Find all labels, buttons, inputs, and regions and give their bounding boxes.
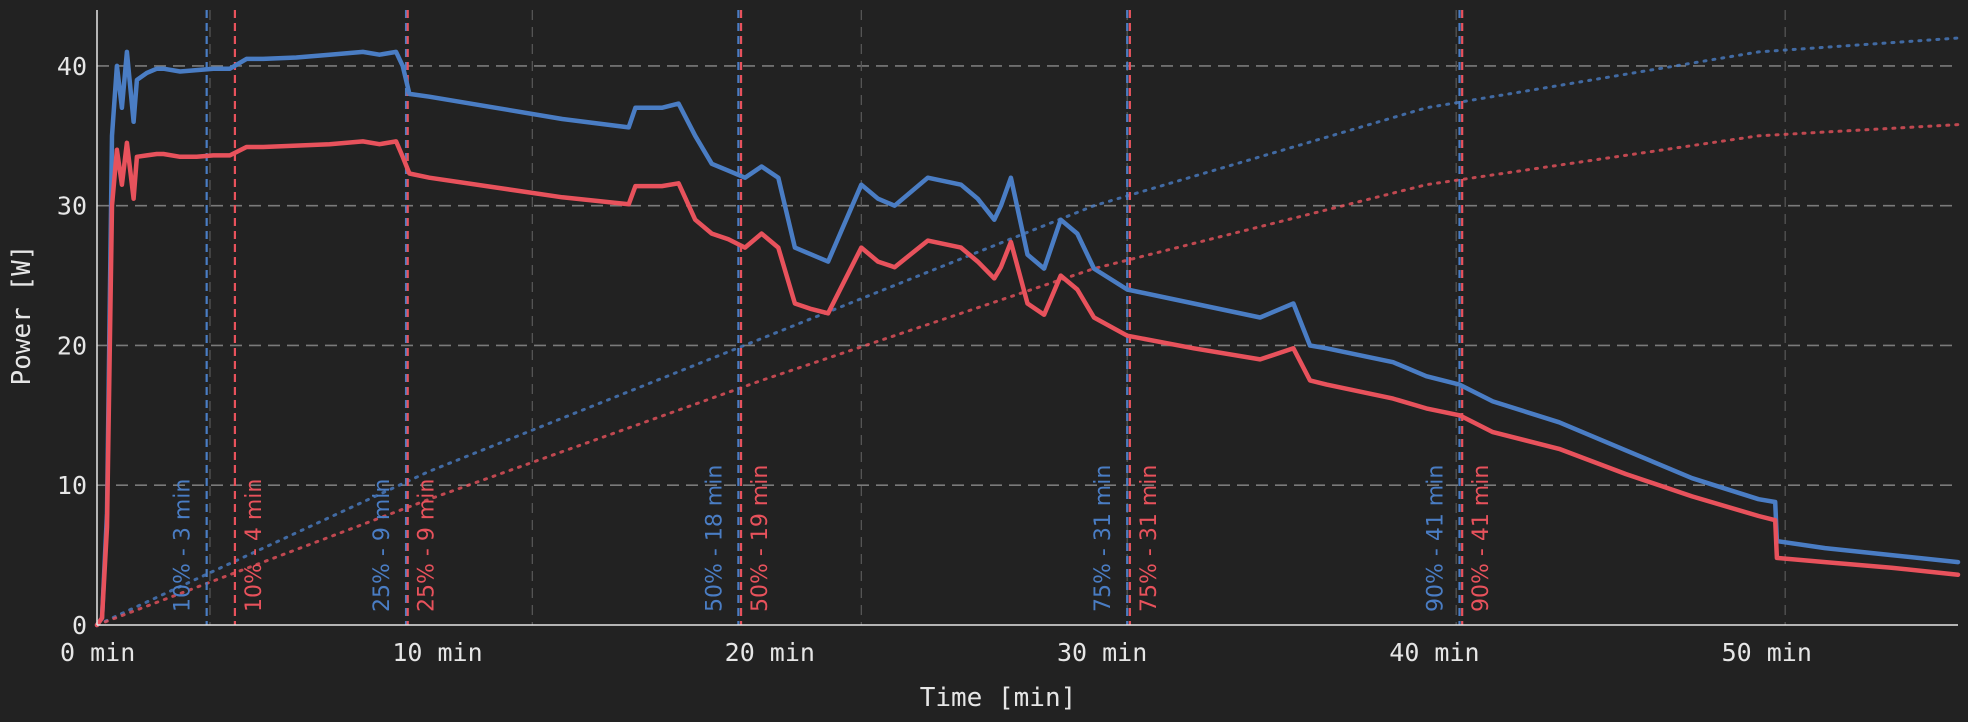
x-axis-label: Time [min] bbox=[920, 683, 1077, 713]
x-tick-label: 30 min bbox=[1057, 638, 1147, 667]
axes-layer bbox=[96, 10, 1958, 626]
dotted-series-layer bbox=[95, 36, 1960, 627]
threshold-marker-label: 50% - 18 min bbox=[702, 465, 727, 612]
threshold-marker-label: 90% - 41 min bbox=[1424, 465, 1449, 612]
y-tick-label: 30 bbox=[57, 192, 87, 221]
tick-labels-layer: 0 10 20 30 40 0 min 10 min 20 min 30 min 40 min 50… bbox=[57, 52, 1812, 667]
x-tick-label: 50 min bbox=[1722, 638, 1812, 667]
threshold-marker-label: 25% - 9 min bbox=[370, 479, 395, 612]
threshold-marker-label: 75% - 31 min bbox=[1091, 465, 1116, 612]
threshold-marker-label: 75% - 31 min bbox=[1137, 465, 1162, 612]
y-tick-label: 10 bbox=[57, 471, 87, 500]
y-axis-label: Power [W] bbox=[7, 245, 37, 386]
y-tick-label: 40 bbox=[57, 52, 87, 81]
x-tick-label: 0 min bbox=[60, 638, 135, 667]
threshold-marker-label: 10% - 3 min bbox=[171, 479, 196, 612]
power-series-line bbox=[94, 49, 1961, 628]
y-tick-label: 0 bbox=[72, 611, 87, 640]
series-layer bbox=[94, 49, 1961, 628]
power-series-line bbox=[94, 139, 1961, 628]
threshold-marker-label: 50% - 19 min bbox=[748, 465, 773, 612]
dotted-series-line bbox=[95, 123, 1960, 627]
x-tick-label: 40 min bbox=[1389, 638, 1479, 667]
threshold-marker-label: 10% - 4 min bbox=[242, 479, 267, 612]
dotted-series-line bbox=[95, 36, 1960, 627]
y-tick-label: 20 bbox=[57, 331, 87, 360]
threshold-marker-label: 90% - 41 min bbox=[1469, 465, 1494, 612]
x-tick-label: 20 min bbox=[725, 638, 815, 667]
threshold-marker-label: 25% - 9 min bbox=[415, 479, 440, 612]
marker-layer: 10% - 3 min 10% - 4 min 25% - 9 min 25% - 9… bbox=[171, 10, 1494, 625]
x-tick-label: 10 min bbox=[392, 638, 482, 667]
